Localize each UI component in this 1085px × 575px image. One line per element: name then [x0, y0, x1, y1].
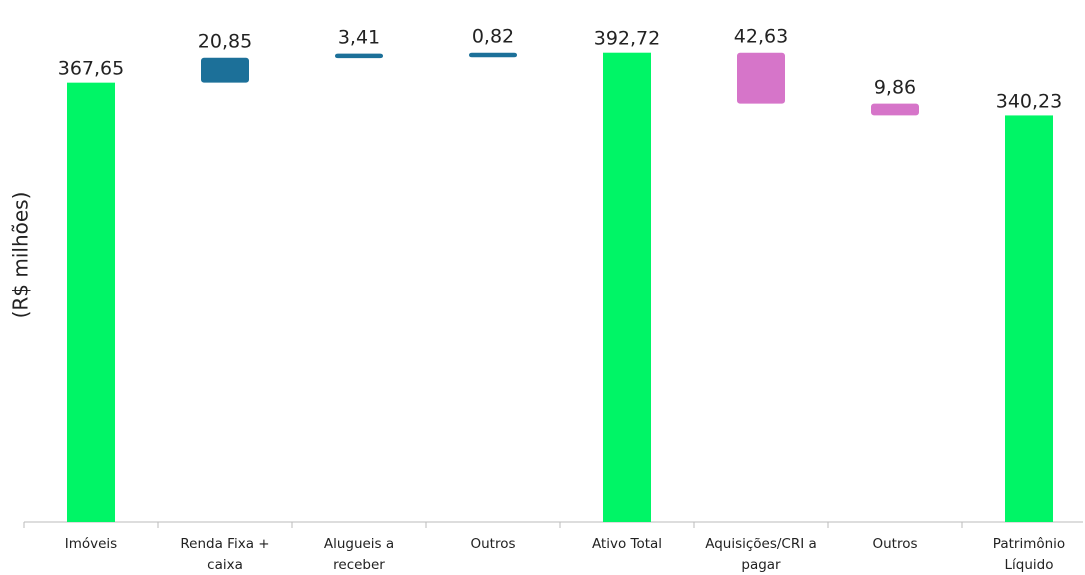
bar	[469, 52, 517, 58]
value-label: 0,82	[472, 26, 514, 48]
x-tick-label: Renda Fixa + caixa	[180, 536, 270, 573]
x-tick-label: Outros	[872, 536, 918, 552]
y-axis-label: (R$ milhões)	[9, 192, 33, 319]
bar	[201, 57, 249, 83]
value-label: 42,63	[734, 26, 788, 48]
bar	[335, 53, 383, 59]
bar	[871, 103, 919, 116]
bar	[1005, 115, 1053, 523]
bar	[603, 52, 651, 523]
value-label: 20,85	[198, 31, 252, 53]
x-tick-label: Outros	[470, 536, 516, 552]
x-tick-label: Ativo Total	[591, 536, 663, 552]
value-label: 9,86	[874, 77, 916, 99]
x-tick-label: Aquisições/CRI a pagar	[705, 536, 817, 573]
value-label: 3,41	[338, 27, 380, 49]
x-tick-label: Patrimônio Líquido	[992, 536, 1066, 573]
bar	[737, 52, 785, 104]
x-tick-label: Alugueis a receber	[323, 536, 395, 573]
value-label: 367,65	[58, 58, 124, 80]
value-label: 392,72	[594, 28, 660, 50]
bar	[67, 82, 115, 522]
x-tick-label: Imóveis	[64, 536, 118, 552]
value-label: 340,23	[996, 90, 1062, 112]
